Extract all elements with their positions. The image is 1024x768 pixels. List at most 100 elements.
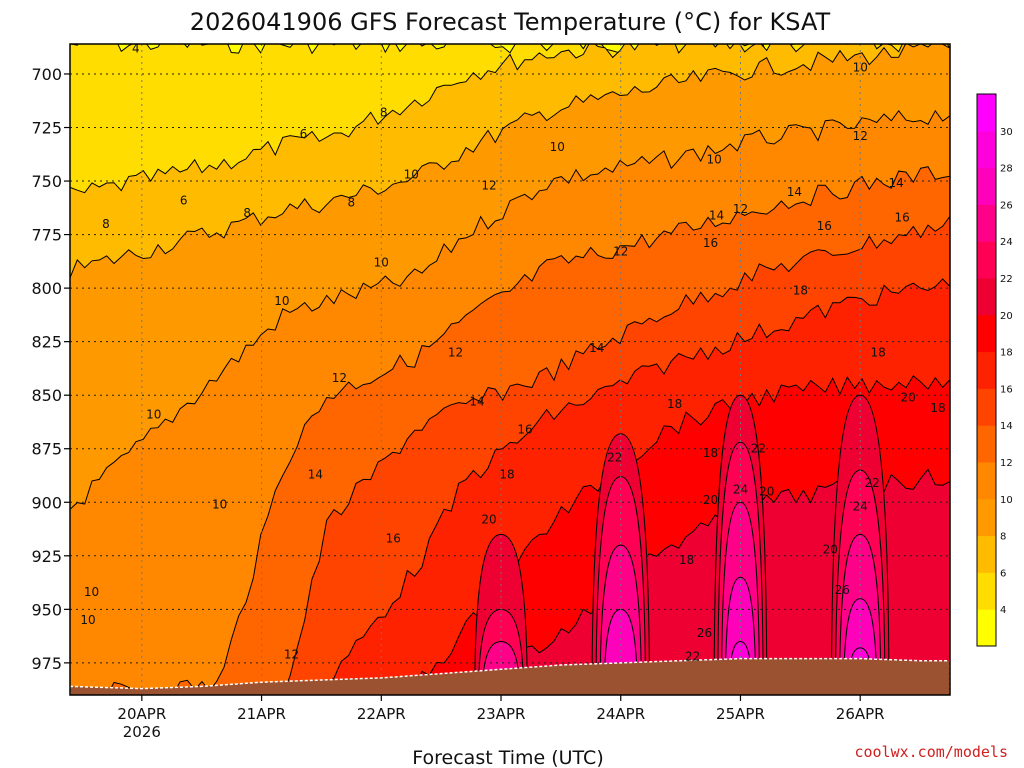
contour-label: 22 [685, 649, 700, 663]
y-tick-label: 800 [31, 279, 62, 298]
contour-label: 12 [853, 129, 868, 143]
contour-label: 6 [300, 127, 308, 141]
contour-label: 26 [697, 626, 712, 640]
contour-label: 18 [667, 397, 682, 411]
colorbar-swatch [977, 425, 996, 463]
contour-label: 16 [817, 219, 832, 233]
contour-label: 20 [900, 390, 915, 404]
contour-label: 24 [853, 500, 868, 514]
contour-label: 12 [733, 202, 748, 216]
contour-label: 14 [787, 185, 802, 199]
colorbar-label: 30 [1000, 127, 1013, 138]
plot-area: 4 6 6 8 8 8 8 10 10 10 10 10 10 10 10 10 10 12 12 12 12 12 12 1… [70, 44, 950, 695]
contour-label: 12 [481, 178, 496, 192]
y-tick-label: 975 [31, 654, 62, 673]
colorbar-swatch [977, 462, 996, 500]
y-tick-label: 825 [31, 333, 62, 352]
colorbar-label: 26 [1000, 200, 1013, 211]
contour-label: 14 [308, 467, 323, 481]
y-tick-label: 850 [31, 386, 62, 405]
contour-label: 14 [709, 208, 724, 222]
colorbar-frame [976, 93, 997, 647]
contour-label: 18 [703, 446, 718, 460]
colorbar-swatch [977, 204, 996, 242]
colorbar-label: 16 [1000, 384, 1013, 395]
contour-label: 22 [607, 450, 622, 464]
colorbar-label: 18 [1000, 348, 1013, 359]
contour-label: 16 [703, 236, 718, 250]
contour-label: 14 [589, 341, 604, 355]
x-tick-label: 23APR [477, 705, 526, 723]
colorbar-label: 10 [1000, 495, 1013, 506]
colorbar-swatch [977, 535, 996, 573]
contour-label: 8 [243, 206, 251, 220]
x-axis-label: Forecast Time (UTC) [412, 747, 603, 768]
contour-label: 10 [374, 255, 389, 269]
contour-label: 10 [146, 407, 161, 421]
contour-label: 14 [888, 176, 903, 190]
contour-label: 20 [823, 542, 838, 556]
contour-label: 6 [180, 193, 188, 207]
x-tick-label: 20APR [117, 705, 166, 723]
colorbar-swatch [977, 94, 996, 132]
y-tick-label: 900 [31, 493, 62, 512]
contour-label: 20 [481, 512, 496, 526]
x-tick-label: 22APR [357, 705, 406, 723]
x-axis: 20APR 21APR 22APR 23APR 24APR 25APR 26APR 2026 [117, 695, 885, 741]
contour-label: 12 [332, 371, 347, 385]
y-tick-label: 775 [31, 226, 62, 245]
colorbar-label: 20 [1000, 311, 1013, 322]
x-tick-label: 26APR [836, 705, 885, 723]
contour-label: 14 [469, 395, 484, 409]
contour-label: 18 [499, 467, 514, 481]
colorbar-label: 4 [1000, 605, 1006, 616]
contour-label: 26 [835, 583, 850, 597]
chart-title: 2026041906 GFS Forecast Temperature (°C)… [190, 8, 831, 36]
contour-label: 16 [517, 422, 532, 436]
x-tick-label: 21APR [237, 705, 286, 723]
contour-label: 8 [380, 106, 388, 120]
colorbar-swatch [977, 278, 996, 316]
contour-label: 8 [102, 217, 110, 231]
colorbar-swatch [977, 241, 996, 279]
colorbar-swatch [977, 167, 996, 205]
contour-label: 22 [751, 442, 766, 456]
contour-label: 16 [894, 210, 909, 224]
colorbar-label: 14 [1000, 421, 1013, 432]
contour-label: 10 [80, 613, 95, 627]
contour-label: 16 [386, 532, 401, 546]
contour-label: 8 [348, 195, 356, 209]
y-tick-label: 725 [31, 119, 62, 138]
y-tick-label: 950 [31, 600, 62, 619]
colorbar-swatch [977, 351, 996, 389]
contour-label: 10 [550, 140, 565, 154]
colorbar-swatch [977, 314, 996, 353]
contour-label: 18 [679, 553, 694, 567]
contour-label: 18 [871, 345, 886, 359]
contour-labels: 4 6 6 8 8 8 8 10 10 10 10 10 10 10 10 10 10 12 12 12 12 12 12 1… [80, 44, 945, 663]
colorbar-swatch [977, 572, 996, 610]
x-tick-label: 25APR [716, 705, 765, 723]
colorbar-swatch [977, 130, 996, 169]
contour-label: 22 [865, 476, 880, 490]
contour-label: 10 [84, 585, 99, 599]
contour-label: 10 [212, 497, 227, 511]
terrain-fill [70, 657, 950, 695]
colorbar-label: 24 [1000, 237, 1013, 248]
contour-label: 18 [930, 401, 945, 415]
plot-frame [69, 43, 951, 696]
colorbar-swatch [977, 609, 996, 647]
y-axis: 700 725 750 775 800 825 850 875 900 925 950 975 [31, 65, 70, 673]
contour-label: 24 [733, 482, 748, 496]
colorbar-label: 8 [1000, 532, 1006, 543]
contour-label: 12 [448, 345, 463, 359]
contour-label: 20 [703, 493, 718, 507]
x-tick-label: 24APR [596, 705, 645, 723]
colorbar-swatch [977, 388, 996, 426]
contour-label: 12 [284, 647, 299, 661]
colorbar-label: 22 [1000, 274, 1013, 285]
y-tick-label: 925 [31, 547, 62, 566]
terrain [70, 657, 950, 695]
colorbar-swatch [977, 498, 996, 537]
